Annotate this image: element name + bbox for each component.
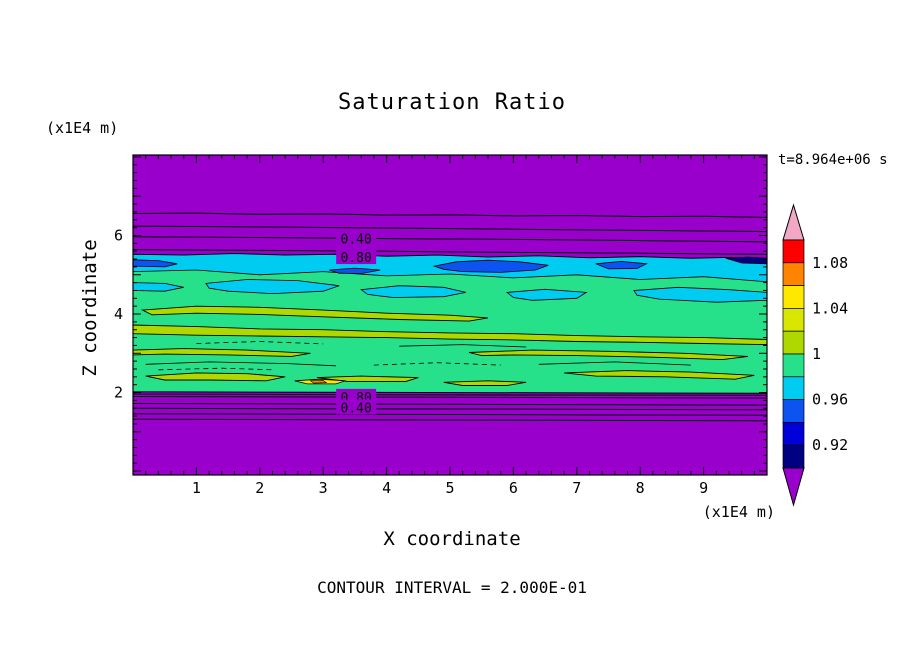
contour-zone-navy-sliver	[725, 256, 767, 265]
contour-zone-orange-dot	[309, 380, 328, 384]
colorbar-band	[782, 444, 805, 469]
contour-line	[133, 413, 767, 416]
colorbar-tick-label: 0.96	[812, 391, 848, 409]
contour-zone-blue-blob-4	[329, 267, 381, 275]
colorbar-band	[782, 239, 805, 264]
contour-zone-blue-blob-3	[595, 260, 648, 270]
contour-squiggle	[538, 361, 691, 366]
contour-line	[133, 403, 767, 406]
contour-line	[133, 249, 767, 255]
x-axis-unit-label: (x1E4 m)	[702, 503, 775, 521]
contour-zone-olive-streak-8	[443, 380, 527, 386]
contour-zone-olive-streak-4	[468, 349, 749, 361]
contour-zone-cyan-patch-5	[133, 282, 184, 292]
contour-line	[133, 225, 767, 233]
contour-zone-cyan-patch-1	[205, 279, 340, 295]
contour-line	[133, 418, 767, 422]
contour-zone-blue-blob-2	[133, 259, 178, 268]
contour-squiggle	[399, 344, 527, 348]
x-tick-label: 7	[572, 479, 581, 497]
contour-zone-olive-streak-1	[140, 305, 489, 322]
colorbar-tick-label: 0.92	[812, 436, 848, 454]
contour-zone-olive-streak-5	[145, 372, 286, 382]
colorbar-band	[782, 399, 805, 423]
colorbar-tick-label: 1.08	[812, 254, 848, 272]
x-tick-label: 5	[445, 479, 454, 497]
colorbar-tick-label: 1.04	[812, 299, 848, 317]
x-tick-label: 1	[192, 479, 201, 497]
colorbar-band	[782, 308, 805, 332]
plot-area: 0.400.800.800.40	[133, 155, 767, 475]
x-tick-label: 6	[509, 479, 518, 497]
contour-line	[133, 212, 767, 218]
contour-label-mask	[336, 249, 377, 265]
z-tick-label: 2	[114, 384, 123, 402]
x-tick-label: 4	[382, 479, 391, 497]
contour-line	[133, 407, 767, 411]
contour-zone-olive-streak-7	[564, 370, 755, 380]
z-tick-label: 4	[114, 305, 123, 323]
colorbar-band	[782, 285, 805, 309]
colorbar-pennant-top	[782, 203, 805, 241]
contour-zone-blue-blob-1	[432, 259, 549, 273]
contour-value-label: 0.40	[341, 401, 372, 416]
z-axis-unit-label: (x1E4 m)	[46, 119, 119, 137]
contour-interval-note: CONTOUR INTERVAL = 2.000E-01	[317, 578, 587, 597]
contour-value-label: 0.80	[341, 251, 372, 266]
colorbar-band	[782, 330, 805, 355]
z-axis-label: Z coordinate	[79, 239, 101, 377]
x-tick-label: 2	[255, 479, 264, 497]
colorbar-pennant-bottom	[782, 467, 805, 507]
timestamp-label: t=8.964e+06 s	[778, 152, 888, 168]
contour-value-label: 0.40	[341, 233, 372, 248]
contour-zone-olive-streak-2	[133, 324, 767, 346]
contour-zone-cyan-patch-4	[633, 286, 767, 303]
contour-squiggle	[158, 367, 273, 371]
contour-label-mask	[336, 230, 377, 246]
contour-line	[133, 396, 767, 399]
contour-line	[133, 236, 767, 243]
colorbar-band	[782, 262, 805, 286]
z-tick-label: 6	[114, 226, 123, 244]
x-axis-label: X coordinate	[383, 528, 521, 550]
colorbar-band	[782, 422, 805, 446]
colorbar-tick-label: 1	[812, 345, 821, 363]
colorbar-band	[782, 353, 805, 378]
x-tick-label: 3	[319, 479, 328, 497]
colorbar-band	[782, 376, 805, 400]
contour-zone-olive-streak-3	[133, 348, 311, 357]
chart-title: Saturation Ratio	[338, 90, 566, 115]
contour-squiggle	[145, 361, 336, 367]
x-tick-label: 8	[636, 479, 645, 497]
contour-squiggle	[373, 362, 501, 366]
x-tick-label: 9	[699, 479, 708, 497]
contour-line	[133, 393, 767, 396]
contour-label-mask	[336, 399, 377, 415]
contour-squiggle	[196, 341, 324, 345]
contour-zone-cyan-patch-2	[360, 285, 466, 298]
contour-zone-cyan-patch-3	[506, 288, 588, 301]
